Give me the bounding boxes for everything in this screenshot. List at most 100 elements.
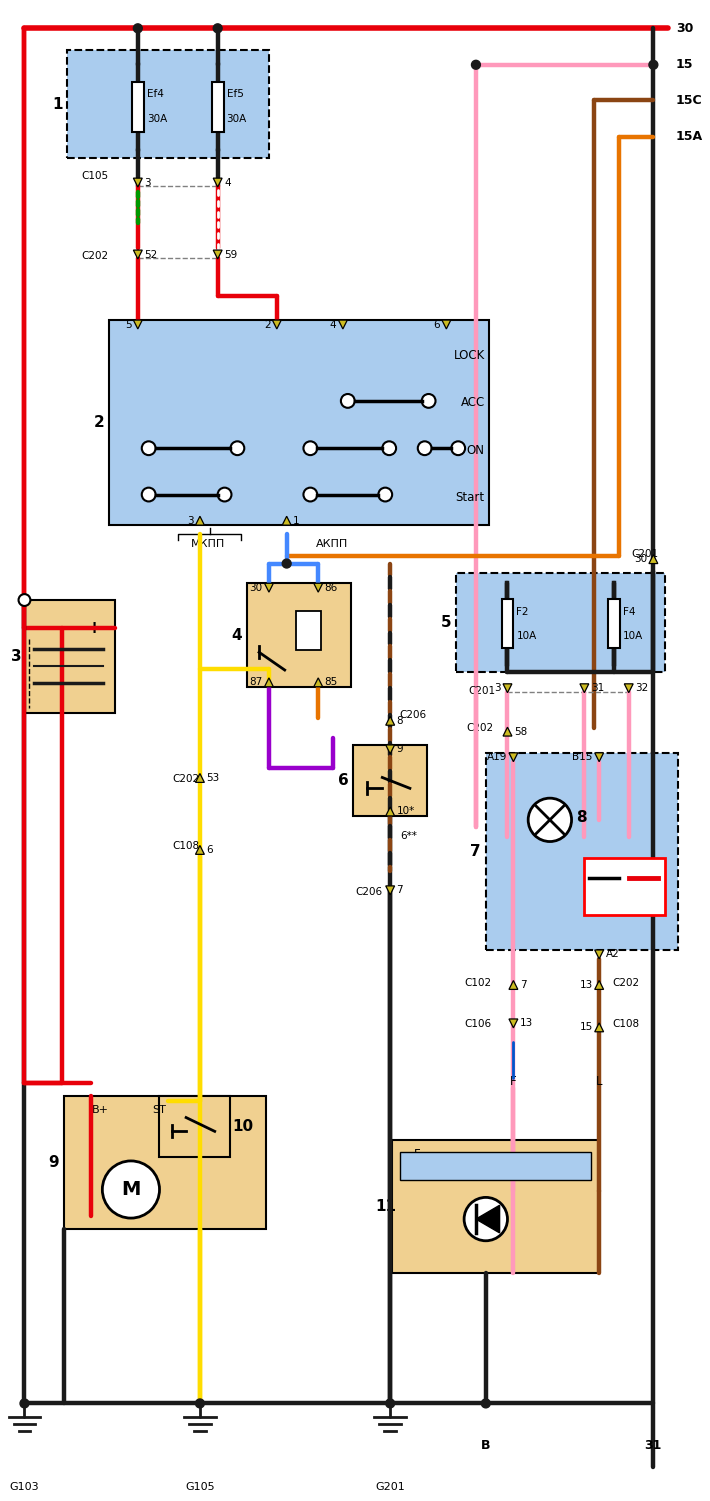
Circle shape	[303, 488, 317, 501]
Text: 10A: 10A	[516, 630, 537, 641]
Polygon shape	[265, 584, 273, 591]
Text: 6: 6	[338, 773, 349, 788]
Text: Ef4: Ef4	[147, 89, 163, 99]
Polygon shape	[509, 754, 518, 761]
Text: 4: 4	[224, 177, 231, 188]
Circle shape	[386, 1399, 395, 1408]
Text: C202: C202	[173, 775, 200, 785]
Polygon shape	[649, 555, 657, 563]
Polygon shape	[273, 320, 281, 329]
Bar	[584, 859, 665, 916]
Polygon shape	[133, 179, 142, 188]
Text: 58: 58	[514, 726, 527, 737]
Text: 5: 5	[125, 320, 131, 330]
Circle shape	[341, 393, 355, 408]
Text: L: L	[510, 1148, 517, 1160]
Text: A19: A19	[486, 752, 507, 763]
Text: B: B	[481, 1439, 491, 1453]
FancyBboxPatch shape	[67, 50, 269, 159]
Text: 6: 6	[207, 845, 213, 856]
Polygon shape	[386, 716, 395, 725]
Text: 9: 9	[397, 744, 403, 755]
Polygon shape	[133, 320, 142, 329]
Text: 2: 2	[94, 416, 104, 431]
Text: 30A: 30A	[226, 114, 247, 125]
Text: F: F	[510, 1075, 517, 1088]
Text: 30: 30	[249, 582, 263, 593]
Text: C202: C202	[612, 977, 639, 988]
Polygon shape	[195, 773, 204, 782]
Polygon shape	[195, 845, 204, 854]
FancyBboxPatch shape	[457, 573, 665, 672]
Polygon shape	[595, 754, 604, 761]
Polygon shape	[314, 584, 322, 591]
Text: ON: ON	[466, 444, 485, 456]
Text: 30: 30	[676, 23, 694, 35]
Text: 10A: 10A	[623, 630, 643, 641]
Text: 32: 32	[635, 683, 648, 693]
Text: F: F	[414, 1148, 420, 1160]
Text: 59: 59	[224, 249, 237, 260]
Polygon shape	[265, 678, 273, 687]
Text: 30: 30	[634, 554, 647, 564]
Polygon shape	[595, 950, 604, 959]
Polygon shape	[314, 678, 322, 687]
Text: Start: Start	[456, 491, 485, 504]
Text: C202: C202	[466, 723, 493, 732]
Text: 15A: 15A	[676, 131, 703, 143]
Circle shape	[303, 441, 317, 455]
Circle shape	[417, 441, 432, 455]
Text: C102: C102	[464, 977, 491, 988]
Text: 13: 13	[520, 1018, 533, 1028]
Text: 7: 7	[397, 886, 403, 895]
Text: B+: B+	[92, 1105, 109, 1115]
FancyBboxPatch shape	[64, 1096, 266, 1229]
Text: 87: 87	[249, 677, 263, 687]
Circle shape	[471, 60, 481, 69]
Text: 3: 3	[187, 516, 194, 525]
Bar	[400, 1153, 591, 1180]
Polygon shape	[386, 886, 395, 895]
Polygon shape	[133, 251, 142, 260]
Circle shape	[213, 24, 222, 33]
Text: C201: C201	[632, 549, 659, 558]
Circle shape	[481, 1399, 490, 1408]
Text: ST: ST	[153, 1105, 166, 1115]
Text: 3: 3	[494, 683, 501, 693]
Text: АКПП: АКПП	[316, 539, 349, 549]
Circle shape	[378, 488, 392, 501]
Text: 10: 10	[232, 1118, 253, 1133]
Text: 31: 31	[591, 683, 604, 693]
Text: C201: C201	[468, 686, 495, 696]
Text: 11: 11	[376, 1199, 396, 1214]
Circle shape	[231, 441, 244, 455]
Text: 4: 4	[231, 627, 242, 642]
Text: G103: G103	[10, 1481, 39, 1492]
Circle shape	[528, 799, 572, 842]
Text: LOCK: LOCK	[454, 350, 485, 362]
Polygon shape	[442, 320, 451, 329]
Text: 86: 86	[324, 582, 338, 593]
Circle shape	[142, 441, 155, 455]
Text: C105: C105	[82, 171, 109, 182]
Text: 13: 13	[579, 980, 593, 991]
Text: C206: C206	[356, 887, 383, 896]
Text: 7: 7	[470, 844, 481, 859]
Text: 10*: 10*	[397, 806, 415, 817]
FancyBboxPatch shape	[158, 1096, 229, 1157]
Text: МКПП: МКПП	[191, 539, 225, 549]
Text: 8: 8	[577, 811, 587, 826]
Circle shape	[195, 1399, 204, 1408]
Text: C206: C206	[399, 710, 426, 720]
Polygon shape	[509, 980, 518, 989]
Polygon shape	[386, 808, 395, 817]
Text: B15: B15	[572, 752, 593, 763]
Text: +: +	[636, 880, 651, 898]
Text: 1: 1	[52, 96, 62, 111]
Bar	[132, 81, 143, 132]
Polygon shape	[509, 1019, 518, 1028]
FancyBboxPatch shape	[109, 320, 488, 525]
Text: M: M	[121, 1180, 141, 1199]
Text: G201: G201	[376, 1481, 405, 1492]
Polygon shape	[283, 516, 291, 525]
